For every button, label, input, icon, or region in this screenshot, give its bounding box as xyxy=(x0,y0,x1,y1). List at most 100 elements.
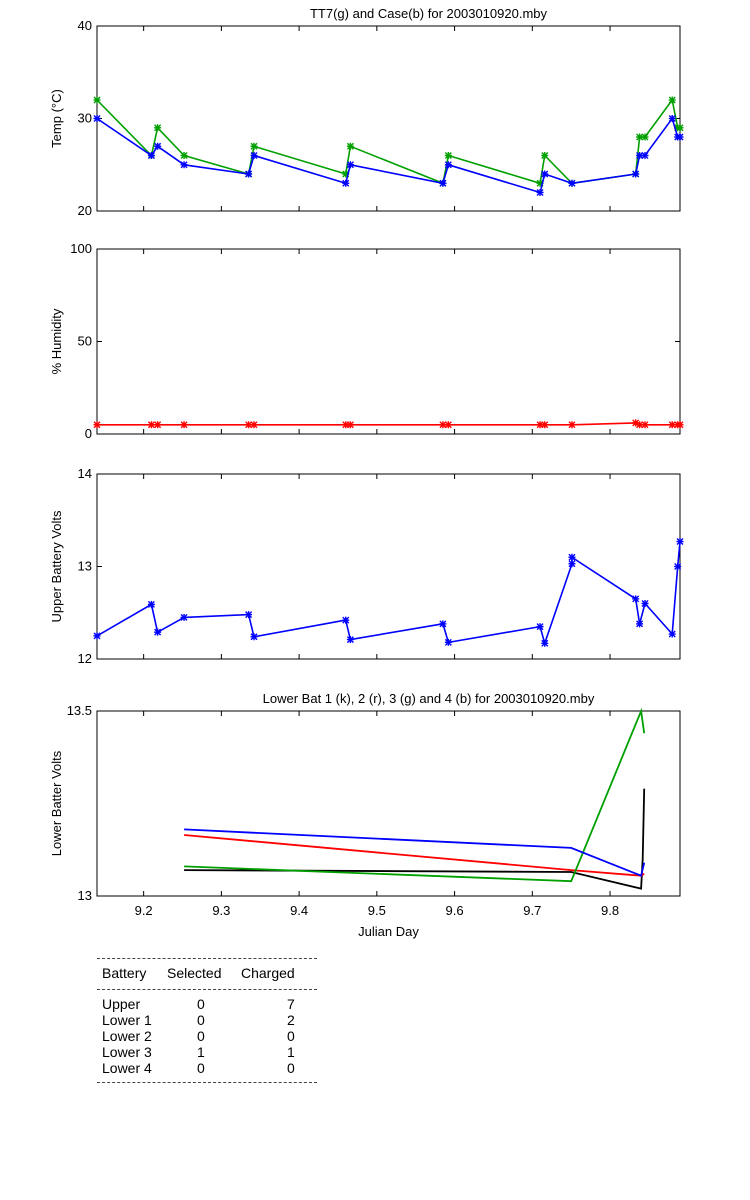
row-battery: Lower 1 xyxy=(102,1012,152,1028)
data-point xyxy=(346,161,354,169)
header-battery: Battery xyxy=(102,965,147,981)
row-selected: 0 xyxy=(197,996,205,1012)
series-line-4 xyxy=(184,828,646,877)
data-point xyxy=(536,623,544,631)
figure: 20 30 40 TT7(g) and Case(b) for 2003010920.… xyxy=(49,6,684,939)
x-tick-label: 9.8 xyxy=(601,903,619,918)
chart-panel-4: 13 13.5 9.2 9.3 9.4 9.5 9.6 9.7 9.8 Lower Bat 1 (… xyxy=(49,691,681,939)
chart-title: TT7(g) and Case(b) for 2003010920.mby xyxy=(310,6,548,21)
data-point xyxy=(154,421,162,429)
data-point xyxy=(541,639,549,647)
data-point xyxy=(154,142,162,150)
data-point xyxy=(668,115,676,122)
data-point xyxy=(641,600,649,607)
row-charged: 7 xyxy=(287,996,295,1012)
data-point xyxy=(632,170,640,178)
y-tick-label: 13 xyxy=(78,559,92,574)
data-point xyxy=(154,124,162,132)
data-point xyxy=(250,152,258,159)
series-line-3 xyxy=(184,707,646,883)
header-charged: Charged xyxy=(241,965,295,981)
data-point xyxy=(568,560,576,568)
data-point xyxy=(444,638,452,646)
row-charged: 0 xyxy=(287,1028,295,1044)
x-tick-label: 9.7 xyxy=(523,903,541,918)
chart-panel-2: 0 50 100 % Humidity xyxy=(49,241,684,441)
data-point xyxy=(250,142,258,150)
y-tick-label: 14 xyxy=(78,466,92,481)
data-point xyxy=(147,600,155,608)
table-header-row: Battery Selected Charged xyxy=(97,965,317,981)
data-point xyxy=(636,421,644,429)
series-line-2 xyxy=(184,834,645,877)
data-point xyxy=(568,421,576,429)
data-point xyxy=(180,161,188,169)
data-point xyxy=(93,421,101,429)
table-row: Lower 3 1 1 xyxy=(97,1044,317,1060)
y-axis-label: Upper Battery Volts xyxy=(49,510,64,622)
data-point xyxy=(180,613,188,621)
data-point xyxy=(250,633,258,641)
row-charged: 1 xyxy=(287,1044,295,1060)
data-point xyxy=(676,538,684,546)
y-tick-label: 20 xyxy=(78,203,92,218)
table-top-divider xyxy=(97,958,317,959)
table-row: Lower 4 0 0 xyxy=(97,1060,317,1076)
data-point xyxy=(444,152,452,159)
x-axis-label: Julian Day xyxy=(358,924,419,939)
row-battery: Upper xyxy=(102,996,141,1012)
data-point xyxy=(147,421,155,429)
table-row: Lower 1 0 2 xyxy=(97,1012,317,1028)
y-tick-label: 0 xyxy=(85,426,92,441)
header-selected: Selected xyxy=(167,965,222,981)
data-point xyxy=(93,115,101,122)
data-point xyxy=(641,152,649,159)
data-point xyxy=(541,152,549,159)
y-tick-label: 30 xyxy=(78,111,92,126)
y-axis-label: % Humidity xyxy=(49,308,64,374)
series-line-TT7 xyxy=(96,98,680,185)
x-tick-label: 9.5 xyxy=(368,903,386,918)
chart-title: Lower Bat 1 (k), 2 (r), 3 (g) and 4 (b) … xyxy=(263,691,595,706)
y-tick-label: 50 xyxy=(78,334,92,349)
row-selected: 0 xyxy=(197,1012,205,1028)
data-point xyxy=(668,630,676,638)
y-tick-label: 40 xyxy=(78,18,92,33)
row-charged: 2 xyxy=(287,1012,295,1028)
data-point xyxy=(93,632,101,640)
data-point xyxy=(444,161,452,169)
data-point xyxy=(568,553,576,561)
x-tick-label: 9.4 xyxy=(290,903,308,918)
data-point xyxy=(250,421,258,429)
data-point xyxy=(636,133,644,141)
data-point xyxy=(245,170,253,178)
data-point xyxy=(439,179,447,187)
data-point xyxy=(636,620,644,628)
chart-panel-1: 20 30 40 TT7(g) and Case(b) for 2003010920.… xyxy=(49,6,684,218)
y-tick-label: 100 xyxy=(70,241,92,256)
data-point xyxy=(147,152,155,159)
data-point xyxy=(439,620,447,628)
plot-frame xyxy=(96,25,681,212)
data-point xyxy=(245,611,253,619)
x-tick-label: 9.2 xyxy=(135,903,153,918)
data-point xyxy=(568,179,576,187)
plot-frame xyxy=(96,473,681,660)
data-point xyxy=(346,142,354,150)
y-tick-label: 12 xyxy=(78,651,92,666)
battery-table: Battery Selected Charged Upper 0 7 Lower… xyxy=(97,958,317,1083)
data-point xyxy=(676,421,684,429)
series-line-1 xyxy=(96,541,681,647)
y-tick-label: 13 xyxy=(78,888,92,903)
data-point xyxy=(346,636,354,644)
data-point xyxy=(541,170,549,178)
data-point xyxy=(154,628,162,636)
x-tick-label: 9.3 xyxy=(212,903,230,918)
data-point xyxy=(632,595,640,603)
data-point xyxy=(674,563,682,570)
data-point xyxy=(536,189,544,196)
y-axis-label: Temp (°C) xyxy=(49,89,64,148)
row-selected: 0 xyxy=(197,1060,205,1076)
data-point xyxy=(676,124,684,132)
row-charged: 0 xyxy=(287,1060,295,1076)
